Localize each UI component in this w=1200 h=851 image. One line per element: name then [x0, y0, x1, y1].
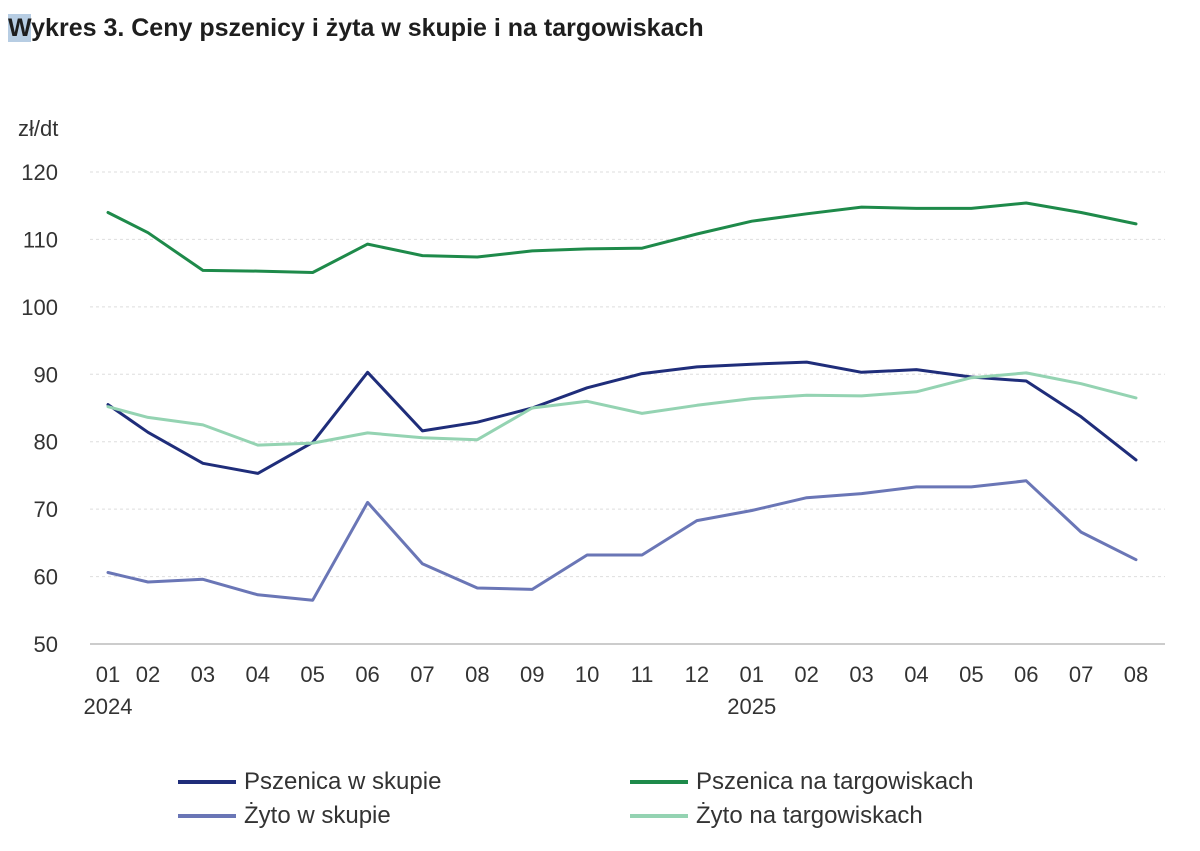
y-axis-label: zł/dt	[18, 116, 58, 141]
series-line-1	[106, 201, 1138, 274]
x-tick-label: 08	[465, 662, 489, 687]
x-tick-label: 08	[1124, 662, 1148, 687]
x-tick-label: 07	[410, 662, 434, 687]
chart-title-highlight: W	[8, 14, 32, 42]
x-tick-label: 07	[1069, 662, 1093, 687]
x-tick-label: 04	[904, 662, 928, 687]
x-tick-label: 06	[355, 662, 379, 687]
y-tick-label: 90	[34, 362, 58, 387]
chart-title: Wykres 3. Ceny pszenicy i żyta w skupie …	[8, 14, 704, 43]
legend-label: Żyto w skupie	[244, 802, 391, 829]
x-tick-label: 12	[685, 662, 709, 687]
legend-item: Żyto na targowiskach	[630, 802, 923, 830]
x-tick-label: 02	[136, 662, 160, 687]
x-tick-label: 09	[520, 662, 544, 687]
y-tick-label: 70	[34, 497, 58, 522]
y-tick-label: 50	[34, 632, 58, 657]
x-tick-label: 01	[740, 662, 764, 687]
x-tick-label: 02	[794, 662, 818, 687]
x-tick-label: 03	[849, 662, 873, 687]
legend-swatch	[178, 780, 236, 784]
grid-lines	[90, 171, 1165, 645]
legend: Pszenica w skupie Pszenica na targowiskac…	[178, 768, 1078, 838]
x-year-label: 2025	[727, 694, 776, 719]
x-axis: 01 02 03 04 05 06 07 08 09 10 11 12 01 02 03 04 05 06 07 08…	[84, 662, 1149, 719]
x-tick-label: 04	[246, 662, 270, 687]
chart-title-text: ykres 3. Ceny pszenicy i żyta w skupie i…	[31, 14, 704, 42]
legend-label: Pszenica w skupie	[244, 768, 442, 795]
series-line-0	[106, 360, 1138, 475]
legend-label: Żyto na targowiskach	[696, 802, 923, 829]
legend-swatch	[178, 814, 236, 818]
x-tick-label: 11	[631, 662, 654, 687]
series-lines	[106, 201, 1138, 602]
series-line-3	[106, 371, 1138, 447]
x-tick-label: 05	[300, 662, 324, 687]
legend-label: Pszenica na targowiskach	[696, 768, 974, 795]
y-tick-label: 60	[34, 565, 58, 590]
legend-item: Pszenica w skupie	[178, 768, 441, 796]
y-tick-label: 110	[23, 227, 58, 252]
x-tick-label: 01	[96, 662, 120, 687]
y-tick-label: 80	[34, 430, 58, 455]
series-line-2	[106, 479, 1138, 602]
x-year-label: 2024	[84, 694, 133, 719]
x-tick-label: 05	[959, 662, 983, 687]
y-tick-label: 100	[21, 295, 58, 320]
x-tick-label: 06	[1014, 662, 1038, 687]
y-tick-label: 120	[21, 160, 58, 185]
y-axis: zł/dt 50 60 70 80 90 100 110 120	[18, 116, 58, 657]
legend-swatch	[630, 780, 688, 784]
x-tick-label: 10	[575, 662, 599, 687]
x-tick-label: 03	[191, 662, 215, 687]
legend-item: Pszenica na targowiskach	[630, 768, 973, 796]
legend-swatch	[630, 814, 688, 818]
legend-item: Żyto w skupie	[178, 802, 391, 830]
